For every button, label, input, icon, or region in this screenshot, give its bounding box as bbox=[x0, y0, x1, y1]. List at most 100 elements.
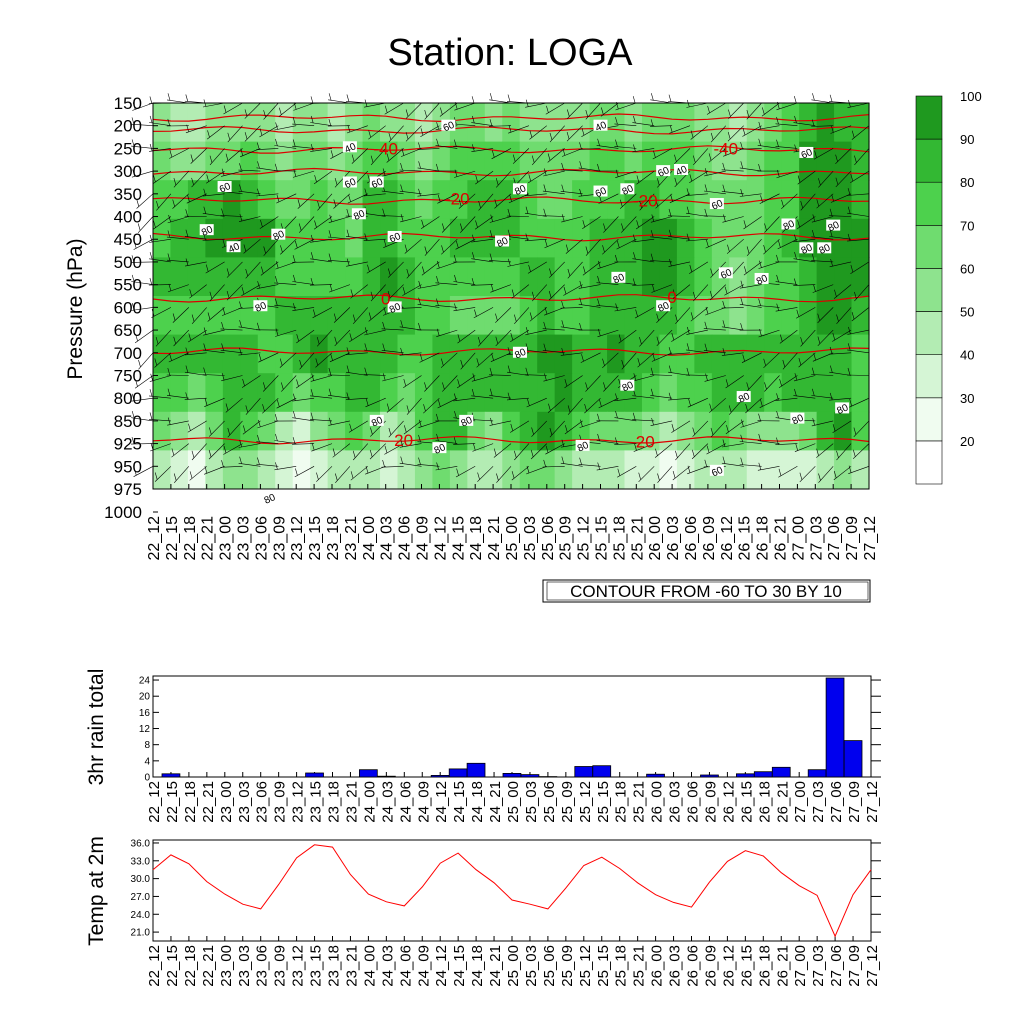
wind-barb-feather bbox=[293, 393, 296, 401]
wind-barb-feather bbox=[597, 138, 600, 146]
wind-barb-feather bbox=[191, 314, 195, 322]
rh-cell bbox=[484, 450, 503, 490]
rain-bar bbox=[376, 775, 396, 778]
wind-barb bbox=[560, 462, 583, 467]
wind-barb-feather bbox=[740, 323, 743, 331]
x-tick-label: 26_00 bbox=[649, 781, 666, 823]
wind-barb bbox=[292, 145, 315, 149]
wind-barb-feather bbox=[548, 403, 551, 411]
wind-barb bbox=[847, 238, 870, 242]
wind-barb bbox=[223, 443, 243, 455]
wind-barb bbox=[506, 397, 529, 401]
wind-barb bbox=[191, 307, 207, 324]
wind-barb-feather bbox=[310, 96, 314, 104]
wind-barb-feather bbox=[154, 472, 158, 480]
rh-cell bbox=[781, 103, 800, 143]
wind-barb bbox=[310, 419, 333, 422]
wind-barb bbox=[388, 420, 404, 438]
wind-barb-feather bbox=[549, 268, 552, 276]
wind-barb-feather bbox=[528, 174, 532, 182]
wind-barb bbox=[542, 190, 565, 195]
wind-barb bbox=[847, 193, 870, 196]
rh-cell bbox=[676, 373, 695, 413]
rh-cell bbox=[240, 373, 259, 413]
rh-cell bbox=[240, 257, 259, 297]
rh-cell bbox=[554, 450, 573, 490]
wind-barb bbox=[292, 307, 315, 311]
wind-barb bbox=[328, 420, 350, 426]
rh-cell bbox=[641, 180, 661, 220]
wind-barb bbox=[529, 307, 547, 322]
wind-barb bbox=[650, 99, 673, 104]
wind-barb-feather bbox=[489, 119, 493, 127]
wind-barb bbox=[406, 261, 422, 279]
wind-barb bbox=[453, 146, 476, 149]
wind-barb bbox=[811, 125, 834, 127]
wind-barb bbox=[381, 190, 404, 195]
wind-barb bbox=[345, 371, 368, 376]
wind-barb bbox=[721, 462, 744, 467]
rh-cell bbox=[222, 141, 241, 181]
wind-barb-feather bbox=[836, 450, 839, 458]
wind-barb-feather bbox=[490, 284, 494, 292]
wind-barb-feather bbox=[418, 457, 421, 465]
rh-label-bg bbox=[620, 379, 635, 391]
x-tick-label: 26_12 bbox=[720, 781, 737, 823]
rh-contour-label: 80 bbox=[433, 442, 448, 457]
wind-barb bbox=[166, 395, 189, 399]
wind-barb-feather bbox=[275, 462, 278, 470]
wind-barb bbox=[188, 329, 207, 343]
wind-barb-feather bbox=[795, 443, 798, 451]
wind-barb-feather bbox=[692, 427, 695, 435]
rh-cell bbox=[153, 450, 172, 490]
rh-cell bbox=[414, 257, 434, 297]
temp-contour-label: -20 bbox=[633, 192, 658, 211]
rh-cell bbox=[187, 450, 206, 490]
rh-cell bbox=[484, 180, 503, 220]
wind-barb bbox=[524, 193, 547, 197]
wind-barb-feather bbox=[275, 261, 279, 269]
wind-barb-feather bbox=[457, 334, 461, 342]
wind-barb-feather bbox=[776, 274, 779, 283]
rh-cell bbox=[519, 296, 538, 336]
wind-barb bbox=[348, 420, 368, 433]
wind-barb-feather bbox=[368, 312, 372, 320]
rain-bar bbox=[753, 771, 773, 778]
wind-barb bbox=[167, 284, 189, 293]
wind-barb bbox=[528, 170, 547, 184]
wind-barb-feather bbox=[758, 121, 762, 129]
pressure-tick-label: 950 bbox=[114, 457, 142, 476]
wind-barb bbox=[293, 102, 315, 111]
wind-barb bbox=[490, 284, 512, 293]
rh-cell bbox=[607, 450, 626, 490]
wind-barb bbox=[686, 329, 708, 335]
wind-barb bbox=[471, 122, 494, 126]
wind-barb bbox=[739, 148, 762, 150]
rh-contour-label: 80 bbox=[656, 300, 671, 315]
colorbar-box bbox=[915, 268, 943, 312]
rh-contour-label: 80 bbox=[621, 380, 636, 395]
wind-barb-feather bbox=[657, 178, 660, 186]
wind-barb bbox=[621, 352, 637, 370]
rh-contour-label: 80 bbox=[254, 300, 269, 315]
wind-barb-feather bbox=[829, 94, 833, 102]
wind-barb-feather bbox=[454, 411, 457, 419]
wind-barb-feather bbox=[705, 306, 709, 315]
x-tick-label: 23_21 bbox=[343, 945, 360, 987]
rh-cell bbox=[676, 450, 695, 490]
wind-barb bbox=[260, 261, 279, 276]
rh-cell bbox=[310, 180, 329, 220]
wind-barb bbox=[292, 397, 315, 402]
wind-barb bbox=[275, 261, 297, 270]
wind-barb bbox=[746, 375, 762, 392]
rh-cell bbox=[170, 373, 189, 413]
wind-barb-feather bbox=[367, 174, 371, 182]
wind-barb bbox=[598, 397, 619, 409]
wind-barb bbox=[739, 284, 762, 289]
rh-label-bg bbox=[387, 301, 402, 313]
wind-barb-feather bbox=[136, 199, 140, 207]
wind-barb-feather bbox=[471, 278, 475, 286]
wind-barb bbox=[656, 329, 673, 347]
